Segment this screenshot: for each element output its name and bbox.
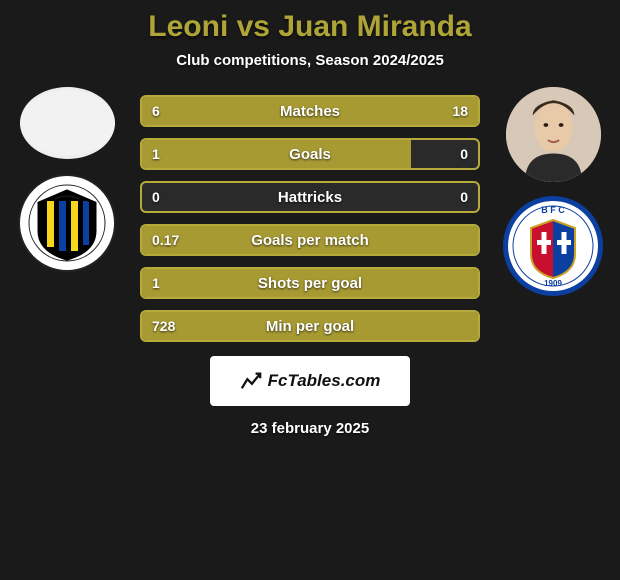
stat-label: Min per goal xyxy=(142,312,478,340)
svg-text:1909: 1909 xyxy=(544,279,562,288)
main-row: 6Matches181Goals00Hattricks00.17Goals pe… xyxy=(0,87,620,342)
stat-label: Hattricks xyxy=(142,183,478,211)
stat-value-right: 18 xyxy=(452,97,468,125)
stat-label: Matches xyxy=(142,97,478,125)
stat-label: Goals xyxy=(142,140,478,168)
stat-row: 728Min per goal xyxy=(140,310,480,342)
bologna-badge-icon: B F C 1909 xyxy=(503,196,603,296)
stat-value-right: 0 xyxy=(460,183,468,211)
svg-text:B F C: B F C xyxy=(541,205,565,215)
parma-badge-icon xyxy=(17,173,117,273)
stat-row: 6Matches18 xyxy=(140,95,480,127)
left-player-avatar xyxy=(20,87,115,159)
stat-row: 1Shots per goal xyxy=(140,267,480,299)
stat-row: 0.17Goals per match xyxy=(140,224,480,256)
page-title: Leoni vs Juan Miranda xyxy=(0,10,620,44)
stat-label: Shots per goal xyxy=(142,269,478,297)
page-subtitle: Club competitions, Season 2024/2025 xyxy=(0,52,620,69)
right-club-badge: B F C 1909 xyxy=(503,196,603,296)
left-player-column xyxy=(2,87,132,273)
left-club-badge xyxy=(17,173,117,273)
comparison-card: Leoni vs Juan Miranda Club competitions,… xyxy=(0,0,620,437)
player-silhouette-icon xyxy=(20,87,115,159)
date-label: 23 february 2025 xyxy=(0,420,620,437)
player-portrait-icon xyxy=(506,87,601,182)
right-player-column: B F C 1909 xyxy=(488,87,618,296)
stat-row: 0Hattricks0 xyxy=(140,181,480,213)
stat-label: Goals per match xyxy=(142,226,478,254)
stat-value-right: 0 xyxy=(460,140,468,168)
stats-column: 6Matches181Goals00Hattricks00.17Goals pe… xyxy=(140,87,480,342)
branding-label: FcTables.com xyxy=(268,371,381,391)
right-player-avatar xyxy=(506,87,601,182)
branding-box[interactable]: FcTables.com xyxy=(210,356,410,406)
stat-row: 1Goals0 xyxy=(140,138,480,170)
chart-icon xyxy=(240,370,262,392)
